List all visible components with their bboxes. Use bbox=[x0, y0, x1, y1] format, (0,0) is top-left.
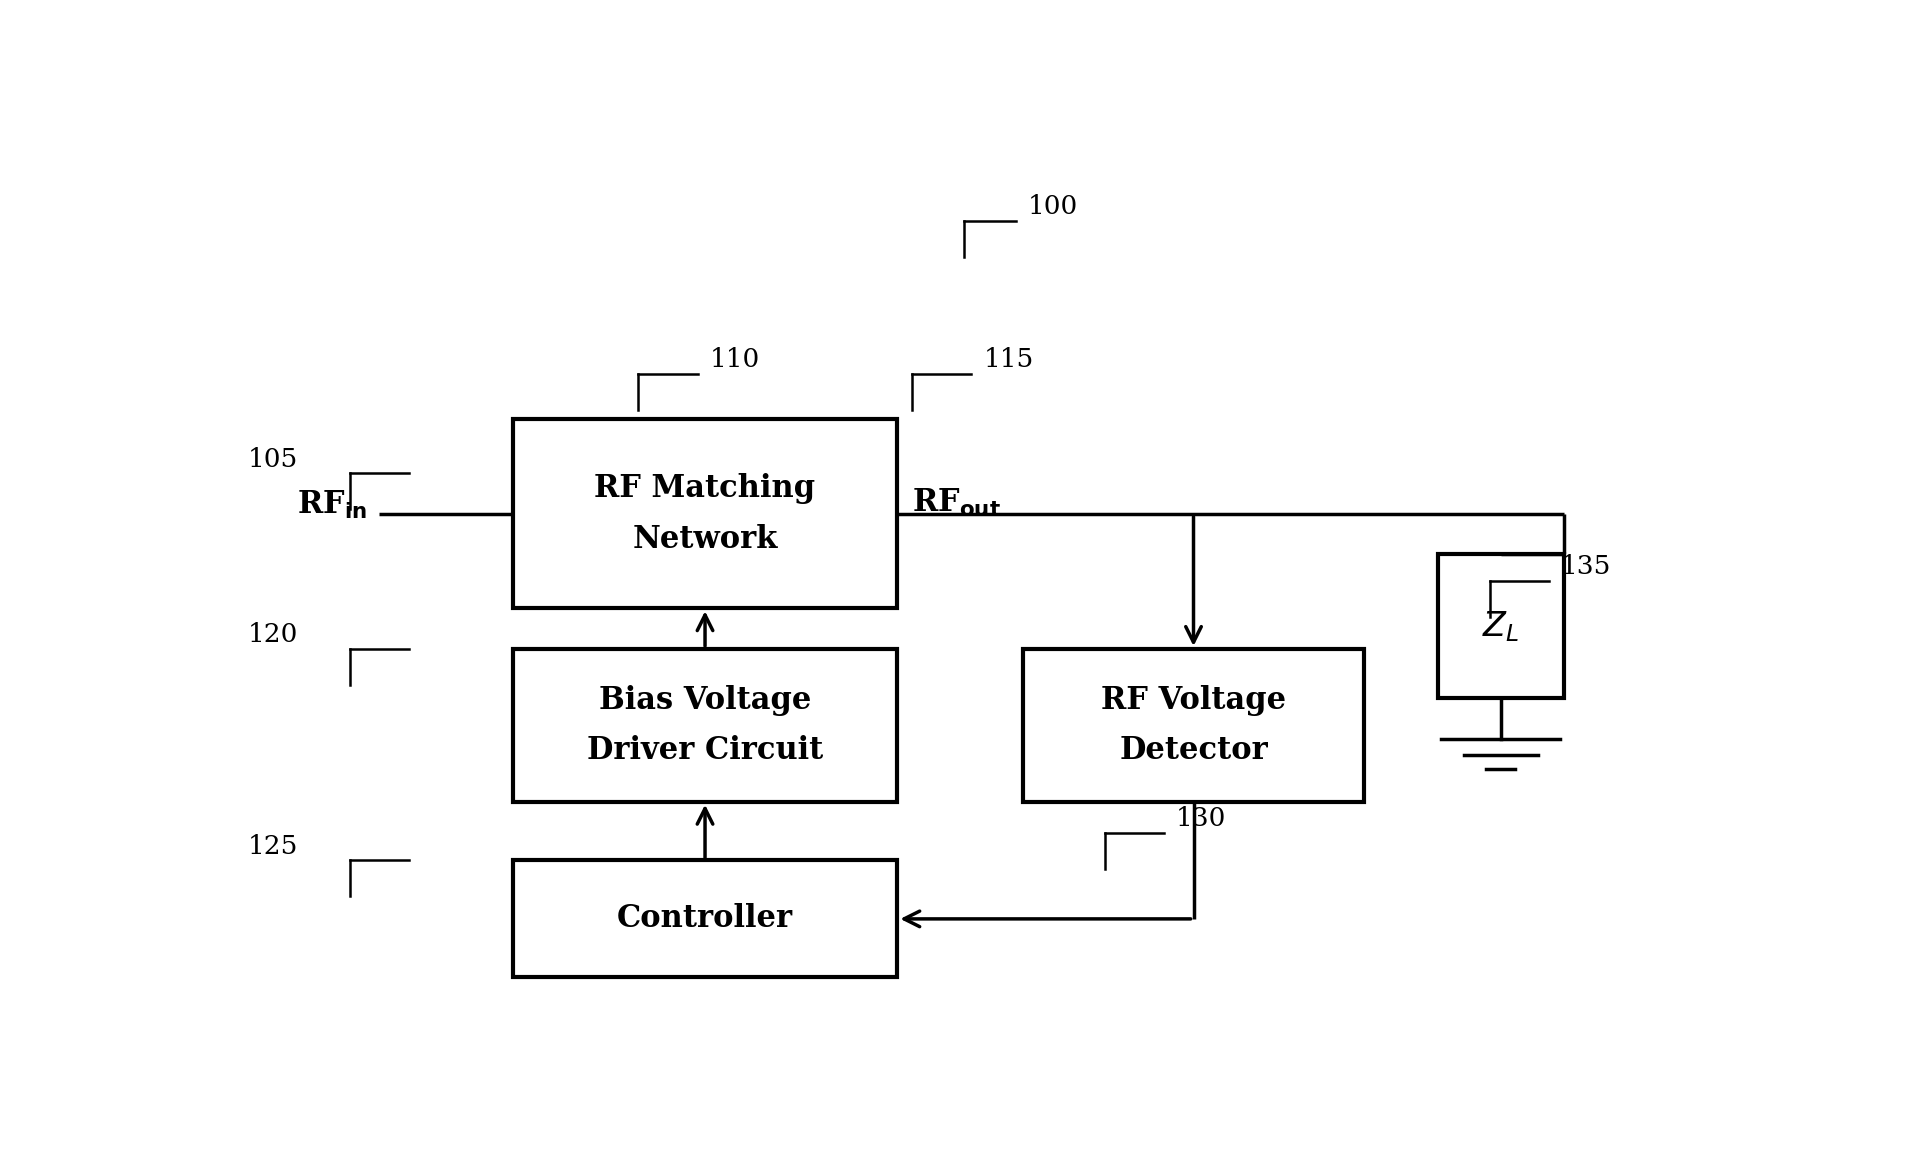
Text: RF Matching: RF Matching bbox=[594, 473, 816, 504]
Text: RF$_{\mathbf{out}}$: RF$_{\mathbf{out}}$ bbox=[913, 487, 1001, 519]
Text: Controller: Controller bbox=[617, 904, 793, 934]
Bar bbox=[512, 649, 898, 802]
Text: 135: 135 bbox=[1560, 554, 1610, 579]
Text: 100: 100 bbox=[1028, 194, 1077, 219]
Text: 105: 105 bbox=[248, 447, 298, 471]
Bar bbox=[512, 420, 898, 608]
Text: Bias Voltage: Bias Voltage bbox=[600, 685, 812, 715]
Text: Driver Circuit: Driver Circuit bbox=[586, 735, 823, 766]
Text: 110: 110 bbox=[709, 347, 760, 372]
Text: 120: 120 bbox=[248, 622, 298, 648]
Text: RF Voltage: RF Voltage bbox=[1100, 685, 1285, 715]
Text: Detector: Detector bbox=[1119, 735, 1268, 766]
Text: 115: 115 bbox=[984, 347, 1033, 372]
Bar bbox=[1438, 554, 1564, 698]
Text: $Z_L$: $Z_L$ bbox=[1482, 609, 1518, 644]
Text: 130: 130 bbox=[1177, 805, 1226, 831]
Text: RF$_{\mathbf{in}}$: RF$_{\mathbf{in}}$ bbox=[298, 489, 367, 521]
Bar bbox=[512, 860, 898, 977]
Text: 125: 125 bbox=[248, 833, 298, 858]
Bar bbox=[1024, 649, 1364, 802]
Text: Network: Network bbox=[632, 524, 777, 554]
